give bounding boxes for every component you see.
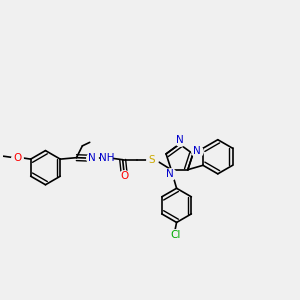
Text: O: O bbox=[13, 153, 22, 163]
Text: Cl: Cl bbox=[170, 230, 180, 240]
Text: NH: NH bbox=[99, 153, 114, 163]
Text: O: O bbox=[120, 171, 128, 181]
Text: N: N bbox=[166, 169, 174, 179]
Text: N: N bbox=[176, 135, 183, 145]
Text: S: S bbox=[148, 155, 155, 165]
Text: N: N bbox=[88, 153, 96, 163]
Text: N: N bbox=[194, 146, 201, 156]
